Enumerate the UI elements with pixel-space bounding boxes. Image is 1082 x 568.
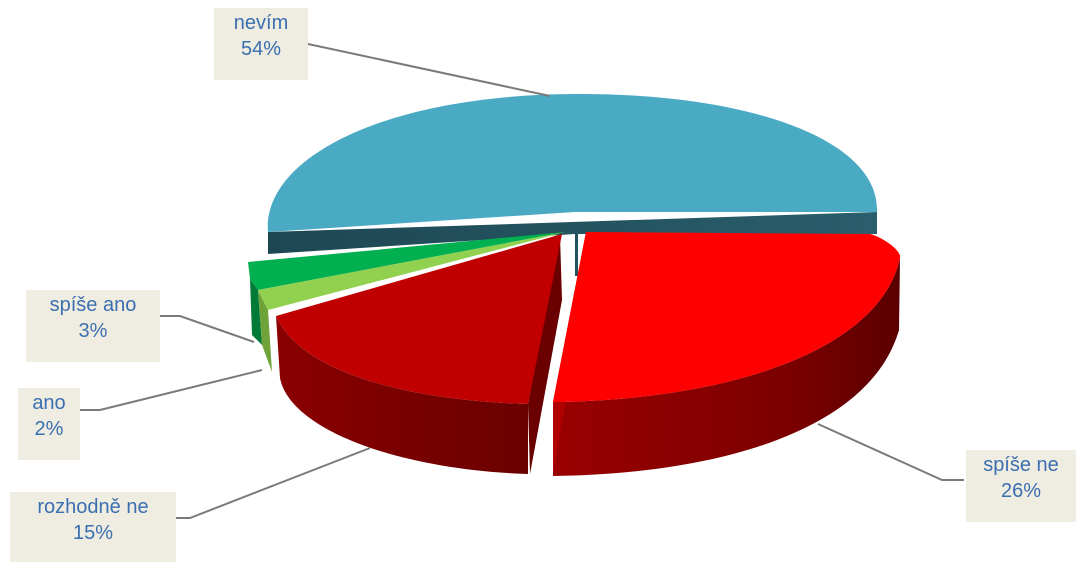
label-nevim-name: nevím <box>233 12 289 34</box>
label-spise-ano-name: spíše ano <box>49 294 137 316</box>
label-ano: ano 2% <box>18 388 80 460</box>
label-ano-value: 2% <box>34 418 64 440</box>
leader-line-rozhodne-ne <box>176 447 371 519</box>
label-spise-ne-name: spíše ne <box>983 454 1059 476</box>
slice-spise-ano-top <box>248 232 565 290</box>
slice-ano-top <box>258 232 565 310</box>
leader-line-ano <box>80 369 263 411</box>
slice-rozhodne-ne-side <box>276 316 528 474</box>
leader-line-nevim <box>307 43 551 97</box>
slice-rozhodne-ne-top <box>276 234 562 404</box>
slice-ano-side <box>258 290 272 372</box>
leader-line-spise-ano <box>160 315 255 343</box>
label-spise-ano: spíše ano 3% <box>26 290 160 362</box>
slice-rozhodne-ne <box>276 234 562 474</box>
slice-nevim <box>267 93 878 276</box>
slice-nevim-side <box>268 212 877 276</box>
slice-ano <box>258 232 565 372</box>
slice-spise-ne <box>553 232 901 476</box>
slice-spise-ano <box>248 232 565 345</box>
leader-line-spise-ne <box>817 423 964 481</box>
label-rozhodne-ne-name: rozhodně ne <box>37 496 149 518</box>
slice-spise-ne-side <box>553 258 900 476</box>
leader-lines <box>80 43 964 519</box>
label-spise-ne: spíše ne 26% <box>966 450 1076 522</box>
slice-spise-ano-side <box>250 279 262 345</box>
label-rozhodne-ne: rozhodně ne 15% <box>10 492 176 562</box>
slice-rozhodne-ne-face <box>528 236 562 474</box>
label-ano-name: ano <box>32 392 66 414</box>
label-spise-ne-value: 26% <box>1000 480 1042 502</box>
label-nevim: nevím 54% <box>214 8 308 80</box>
slice-spise-ne-top <box>553 232 901 402</box>
label-spise-ano-value: 3% <box>78 320 108 342</box>
slice-nevim-top <box>267 93 878 233</box>
label-rozhodne-ne-value: 15% <box>72 522 114 544</box>
label-nevim-value: 54% <box>240 38 282 60</box>
